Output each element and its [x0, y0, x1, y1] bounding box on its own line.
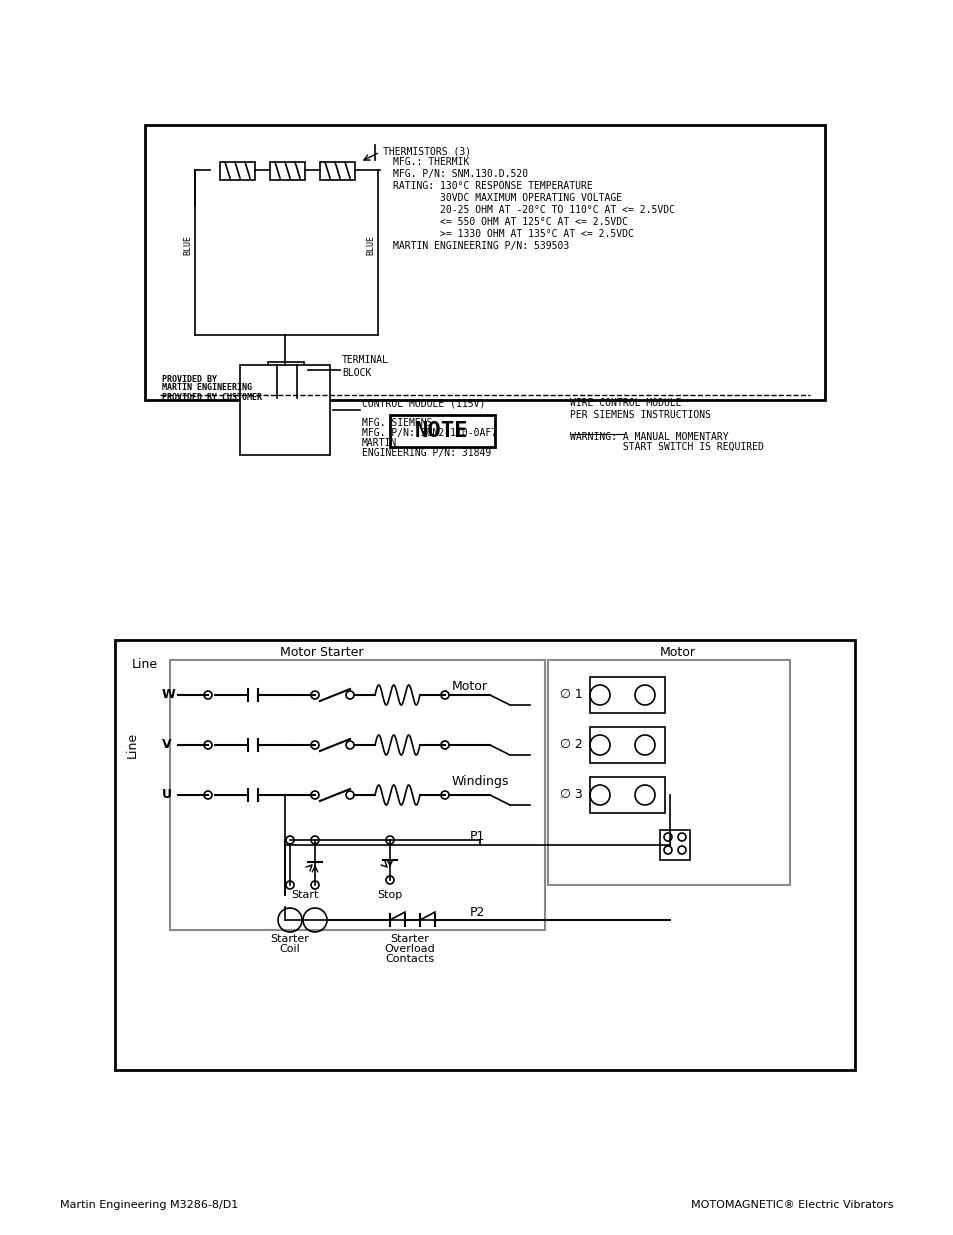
Text: P1: P1	[470, 830, 485, 844]
Bar	[390, 415, 495, 447]
Text: W: W	[162, 688, 175, 701]
Text: BLOCK: BLOCK	[341, 368, 371, 378]
Bar	[220, 162, 254, 180]
Text: BLUE: BLUE	[366, 235, 375, 254]
Bar	[170, 659, 544, 930]
Text: Starter: Starter	[390, 934, 429, 944]
Text: NOTE: NOTE	[415, 421, 468, 441]
Text: <= 550 OHM AT 125°C AT <= 2.5VDC: <= 550 OHM AT 125°C AT <= 2.5VDC	[393, 217, 627, 227]
Bar	[547, 659, 789, 885]
Text: MARTIN ENGINEERING: MARTIN ENGINEERING	[162, 384, 252, 393]
Text: WARNING: A MANUAL MOMENTARY: WARNING: A MANUAL MOMENTARY	[569, 432, 728, 442]
Text: >= 1330 OHM AT 135°C AT <= 2.5VDC: >= 1330 OHM AT 135°C AT <= 2.5VDC	[393, 228, 633, 240]
Text: Start: Start	[291, 890, 318, 900]
Text: ENGINEERING P/N: 31849: ENGINEERING P/N: 31849	[361, 448, 491, 458]
Text: TERMINAL: TERMINAL	[341, 354, 389, 366]
Text: THERMISTORS (3): THERMISTORS (3)	[382, 147, 471, 157]
Text: Stop: Stop	[377, 890, 402, 900]
Text: PROVIDED BY CUSTOMER: PROVIDED BY CUSTOMER	[162, 394, 262, 403]
Text: RATING: 130°C RESPONSE TEMPERATURE: RATING: 130°C RESPONSE TEMPERATURE	[393, 182, 592, 191]
Text: Overload: Overload	[384, 944, 435, 953]
Text: Line: Line	[132, 658, 158, 672]
Text: Contacts: Contacts	[385, 953, 435, 965]
Text: MFG.: THERMIK: MFG.: THERMIK	[393, 157, 469, 167]
Bar	[659, 830, 689, 860]
Text: MARTIN ENGINEERING P/N: 539503: MARTIN ENGINEERING P/N: 539503	[393, 241, 569, 251]
Text: MFG. P/N: 3UN2-110-0AF7: MFG. P/N: 3UN2-110-0AF7	[361, 429, 497, 438]
Text: WIRE CONTROL MODULE: WIRE CONTROL MODULE	[569, 398, 680, 408]
Text: CONTROL MODULE (115V): CONTROL MODULE (115V)	[361, 398, 485, 408]
Bar	[145, 125, 824, 400]
Text: 30VDC MAXIMUM OPERATING VOLTAGE: 30VDC MAXIMUM OPERATING VOLTAGE	[393, 193, 621, 203]
Text: Coil: Coil	[279, 944, 300, 953]
Bar	[268, 362, 304, 380]
Bar	[270, 162, 305, 180]
Text: MFG. SIEMENS: MFG. SIEMENS	[361, 417, 432, 429]
Text: P2: P2	[470, 905, 485, 919]
Bar	[268, 380, 304, 398]
Text: ∅ 2: ∅ 2	[559, 739, 582, 752]
Text: V: V	[162, 739, 172, 752]
Bar	[240, 366, 330, 454]
Bar	[589, 677, 664, 713]
Bar	[589, 727, 664, 763]
Text: BLUE: BLUE	[183, 235, 193, 254]
Text: Motor Starter: Motor Starter	[280, 646, 363, 658]
Text: Motor: Motor	[659, 646, 696, 658]
Text: ∅ 3: ∅ 3	[559, 788, 582, 802]
Bar	[115, 640, 854, 1070]
Text: Line: Line	[126, 732, 138, 758]
Text: MFG. P/N: SNM.130.D.520: MFG. P/N: SNM.130.D.520	[393, 169, 528, 179]
Text: Starter: Starter	[271, 934, 309, 944]
Text: Martin Engineering M3286-8/D1: Martin Engineering M3286-8/D1	[60, 1200, 238, 1210]
Text: MOTOMAGNETIC® Electric Vibrators: MOTOMAGNETIC® Electric Vibrators	[691, 1200, 893, 1210]
Text: Windings: Windings	[452, 776, 509, 788]
Text: Motor: Motor	[452, 680, 488, 694]
Text: U: U	[162, 788, 172, 802]
Text: PROVIDED BY: PROVIDED BY	[162, 375, 216, 384]
Text: ∅ 1: ∅ 1	[559, 688, 582, 701]
Bar	[319, 162, 355, 180]
Text: MARTIN: MARTIN	[361, 438, 396, 448]
Text: START SWITCH IS REQUIRED: START SWITCH IS REQUIRED	[569, 442, 763, 452]
Text: 20-25 OHM AT -20°C TO 110°C AT <= 2.5VDC: 20-25 OHM AT -20°C TO 110°C AT <= 2.5VDC	[393, 205, 675, 215]
Text: PER SIEMENS INSTRUCTIONS: PER SIEMENS INSTRUCTIONS	[569, 410, 710, 420]
Bar	[589, 777, 664, 813]
